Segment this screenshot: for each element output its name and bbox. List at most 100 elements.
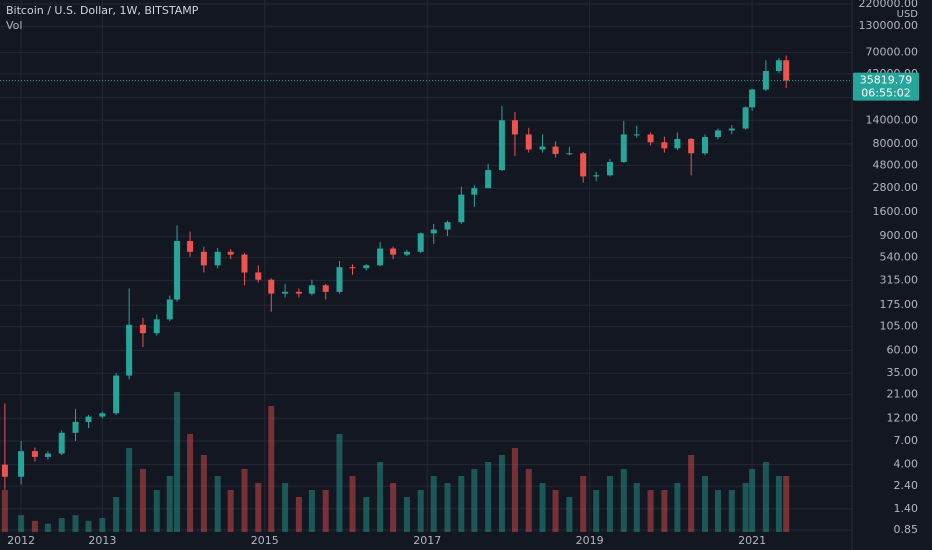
x-tick-label: 2012 [7,534,35,547]
volume-bar [18,515,25,532]
volume-bar [241,469,248,532]
volume-bar [525,469,532,532]
x-tick-label: 2017 [413,534,441,547]
candle-body [153,319,160,334]
volume-bar [336,434,343,532]
volume-bar [661,490,668,532]
candle-body [539,146,546,150]
candle-body [471,188,478,195]
y-tick-label: 0.85 [894,523,919,536]
candle-body [308,285,315,294]
candle-body [606,162,613,176]
candle-body [336,267,343,292]
candle-body [72,421,79,433]
volume-bar [31,520,38,532]
candle-body [166,299,173,320]
x-tick-label: 2019 [576,534,604,547]
volume-bar [552,490,559,532]
volume-bar [295,497,302,532]
volume-bar [282,483,289,532]
candle-body [593,175,600,177]
volume-bar [200,455,207,532]
volume-bar [85,520,92,532]
volume-bar [647,490,654,532]
y-tick-label: 130000.00 [859,19,919,32]
volume-bar [471,469,478,532]
candle-body [85,416,92,422]
volume-bar [363,497,370,532]
volume-bar [417,490,424,532]
candle-body [1,464,8,477]
candle-body [775,60,782,71]
candle-body [511,120,518,135]
candle-body [485,170,492,189]
volume-bar [539,483,546,532]
candle-body [749,89,756,108]
candle-body [525,134,532,150]
candle-body [268,279,275,294]
volume-bar [1,490,8,532]
y-tick-label: 540.00 [880,251,919,264]
candle-body [688,138,695,154]
volume-bar [139,469,146,532]
volume-bar [268,406,275,532]
volume-bar [783,476,790,532]
volume-bar [174,392,181,532]
candle-body [187,241,194,252]
candle-body [99,413,106,417]
candle-body [31,451,38,457]
candle-body [403,251,410,255]
y-tick-label: 105.00 [880,320,919,333]
y-tick-label: 14000.00 [866,113,919,126]
currency: USD [897,9,919,20]
volume-bar [728,490,735,532]
volume-bar [349,476,356,532]
candle-body [255,272,262,280]
volume-bar [458,476,465,532]
candle-body [498,120,505,171]
x-tick-label: 2015 [251,534,279,547]
volume-bar [255,483,262,532]
candle-body [742,107,749,129]
y-tick-label: 1600.00 [873,205,919,218]
y-tick-label: 35.00 [887,366,919,379]
candle-body [227,251,234,255]
volume-bar [444,483,451,532]
volume-bar [485,462,492,532]
x-tick-label: 2013 [88,534,116,547]
volume-bar [688,455,695,532]
volume-bar [44,523,51,532]
volume-bar [593,490,600,532]
volume-bar [742,483,749,532]
candle-body [661,142,668,149]
y-tick-label: 4800.00 [873,158,919,171]
candle-body [139,324,146,334]
volume-bar [377,462,384,532]
candle-body [580,153,587,177]
y-tick-label: 220000.00 [859,0,919,10]
volume-bar [227,490,234,532]
volume-bar [714,490,721,532]
volume-bar [322,490,329,532]
volume-bar [749,469,756,532]
candle-body [552,146,559,154]
candle-body [647,134,654,143]
volume-bar [390,483,397,532]
candle-body [174,241,181,300]
volume-bar [187,434,194,532]
volume-bar [153,490,160,532]
candle-body [200,251,207,266]
candle-body [674,138,681,149]
candle-body [566,153,573,155]
y-tick-label: 900.00 [880,229,919,242]
volume-bar [308,490,315,532]
volume-bar [99,518,106,532]
volume-bar [566,497,573,532]
volume-bar [674,483,681,532]
candle-body [44,453,51,457]
candle-body [458,194,465,223]
y-tick-label: 2800.00 [873,181,919,194]
volume-bar [430,476,437,532]
